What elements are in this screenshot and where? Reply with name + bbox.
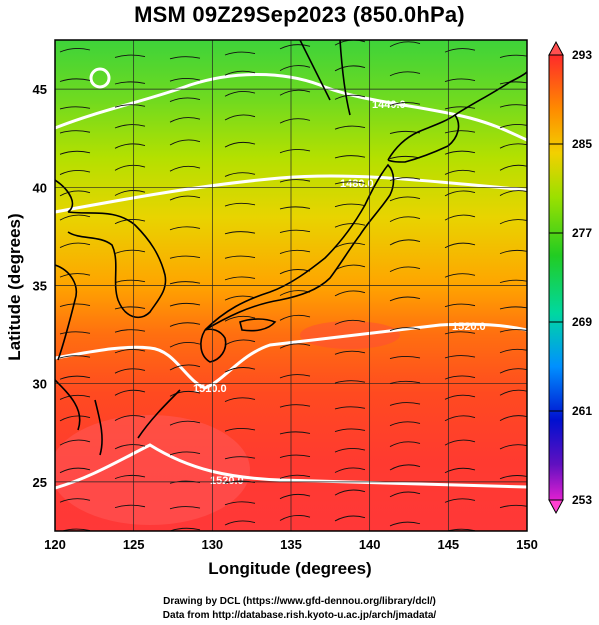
coastline-shikoku — [239, 318, 277, 332]
height-contours — [55, 67, 527, 490]
x-tick-label: 140 — [359, 537, 381, 552]
streamline — [59, 314, 527, 335]
contour-label: 1440.0 — [372, 99, 406, 111]
streamline — [59, 464, 527, 484]
y-tick-label: 25 — [33, 475, 47, 490]
x-tick-label: 120 — [44, 537, 66, 552]
chart-title: MSM 09Z29Sep2023 (850.0hPa) — [134, 2, 465, 27]
contour-label: 1510.0 — [193, 383, 227, 395]
contour-label: 1520.0 — [452, 321, 486, 333]
streamline — [59, 415, 527, 435]
coastline-ryukyu — [94, 389, 181, 456]
streamline — [59, 239, 527, 259]
y-axis-ticks: 25 30 35 40 45 — [33, 82, 47, 490]
y-tick-label: 45 — [33, 82, 47, 97]
y-axis-label: Latitude (degrees) — [5, 213, 24, 361]
lat-lon-grid — [55, 40, 527, 531]
streamline — [59, 264, 527, 285]
streamline — [59, 89, 527, 110]
x-tick-label: 130 — [201, 537, 223, 552]
colorbar-label: 253 — [572, 493, 592, 507]
contour-label: 1520.0 — [210, 475, 244, 487]
colorbar-label: 293 — [572, 48, 592, 62]
credit-drawing: Drawing by DCL (https://www.gfd-dennou.o… — [163, 596, 436, 607]
coastline-honshu — [204, 163, 395, 331]
x-tick-label: 145 — [437, 537, 459, 552]
colorbar-gradient — [548, 54, 564, 501]
colorbar-bottom-arrow — [548, 499, 564, 515]
plot-frame — [54, 39, 528, 532]
streamline — [59, 214, 527, 235]
coastline-kyushu — [200, 328, 227, 363]
colorbar: 293 285 277 269 261 253 — [548, 40, 592, 515]
streamline — [59, 65, 527, 85]
credit-data: Data from http://database.rish.kyoto-u.a… — [162, 610, 437, 621]
streamline — [59, 364, 527, 384]
x-tick-label: 150 — [516, 537, 538, 552]
streamline — [59, 114, 527, 134]
x-tick-label: 135 — [280, 537, 302, 552]
x-tick-label: 125 — [123, 537, 145, 552]
coastline-kurils — [454, 71, 527, 116]
colorbar-label: 285 — [572, 137, 592, 151]
streamline — [59, 389, 527, 410]
streamline — [59, 439, 527, 460]
coastline-hokkaido — [387, 113, 460, 163]
y-tick-label: 40 — [33, 180, 47, 195]
streamline — [59, 139, 527, 160]
streamline — [59, 339, 527, 360]
streamline — [59, 489, 527, 510]
colorbar-top-arrow — [548, 40, 564, 56]
y-tick-label: 30 — [33, 377, 47, 392]
contour-labels: 1440.0 1480.0 1520.0 1510.0 1520.0 — [193, 99, 486, 487]
coastline-korea — [67, 211, 167, 319]
contour-label: 1480.0 — [340, 178, 374, 190]
y-tick-label: 35 — [33, 279, 47, 294]
colorbar-label: 277 — [572, 226, 592, 240]
warm-region — [55, 415, 250, 525]
streamline — [60, 515, 476, 531]
colorbar-label: 269 — [572, 315, 592, 329]
colorbar-label: 261 — [572, 404, 592, 418]
x-axis-label: Longitude (degrees) — [208, 559, 372, 578]
coastline-sakhalin — [299, 40, 351, 116]
streamline — [59, 190, 527, 210]
x-axis-ticks: 120 125 130 135 140 145 150 — [44, 537, 538, 552]
streamline — [59, 164, 527, 185]
streamlines — [59, 40, 527, 531]
